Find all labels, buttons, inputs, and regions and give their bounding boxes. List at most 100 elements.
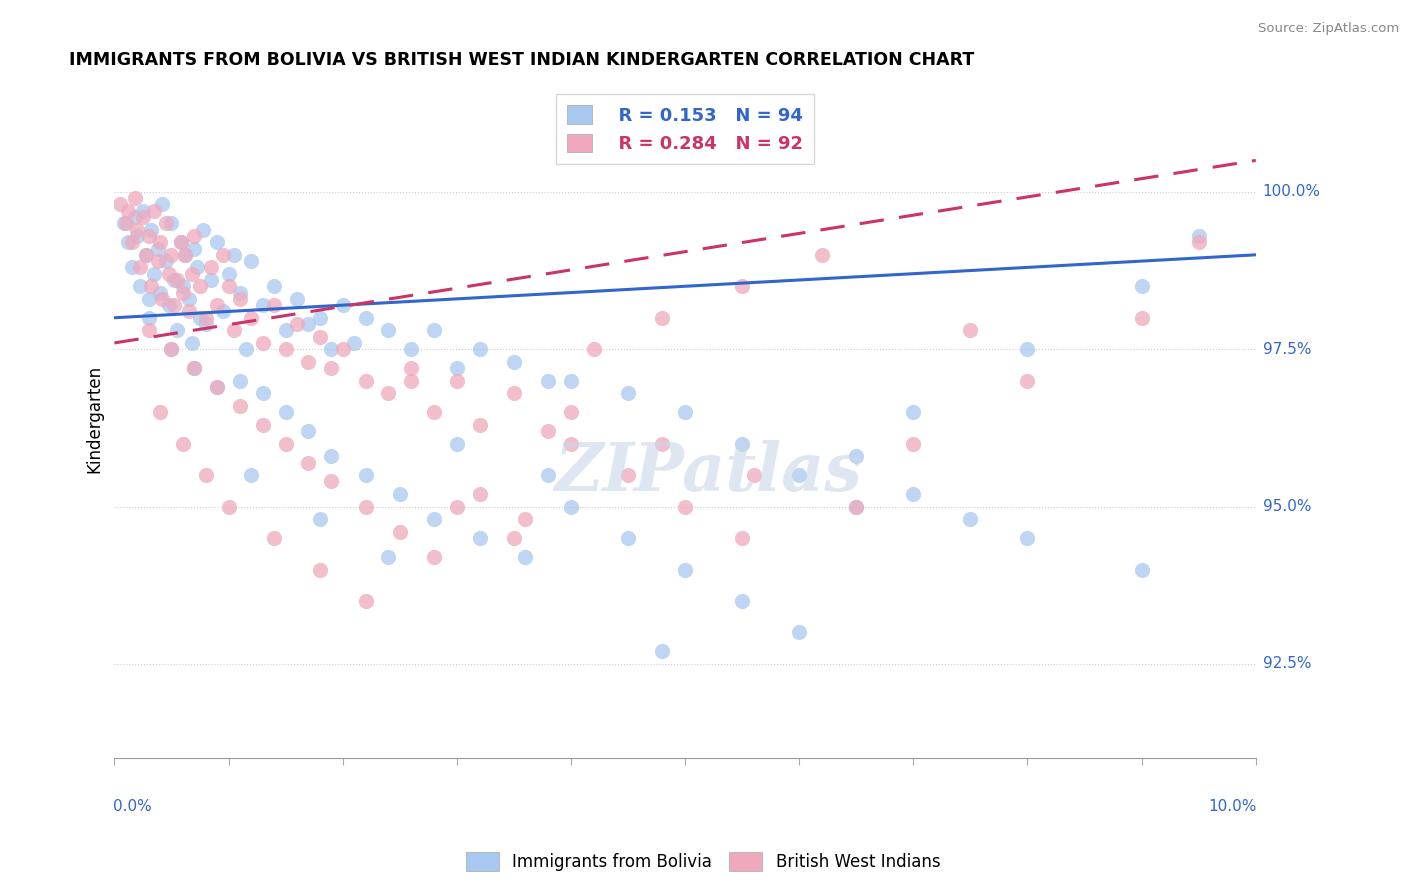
Point <box>308 512 330 526</box>
Point <box>240 254 263 268</box>
Point <box>399 343 422 357</box>
Point <box>252 335 274 350</box>
Point <box>138 228 160 243</box>
Point <box>446 436 468 450</box>
Point <box>163 273 186 287</box>
Point <box>845 449 868 463</box>
Point <box>211 304 233 318</box>
Point <box>845 500 868 514</box>
Point <box>121 260 143 275</box>
Point <box>903 487 925 501</box>
Point <box>742 468 765 483</box>
Point <box>845 500 868 514</box>
Point <box>651 436 673 450</box>
Point <box>200 273 222 287</box>
Point <box>903 405 925 419</box>
Point <box>468 487 491 501</box>
Point <box>811 248 834 262</box>
Point <box>1130 562 1153 576</box>
Point <box>423 549 446 564</box>
Text: IMMIGRANTS FROM BOLIVIA VS BRITISH WEST INDIAN KINDERGARTEN CORRELATION CHART: IMMIGRANTS FROM BOLIVIA VS BRITISH WEST … <box>69 51 974 69</box>
Point <box>114 216 136 230</box>
Point <box>537 468 560 483</box>
Point <box>205 380 228 394</box>
Point <box>121 235 143 250</box>
Point <box>468 343 491 357</box>
Point <box>274 343 297 357</box>
Point <box>731 531 754 545</box>
Point <box>1130 310 1153 325</box>
Point <box>252 298 274 312</box>
Point <box>146 242 169 256</box>
Point <box>172 285 194 300</box>
Point <box>377 323 399 337</box>
Point <box>1017 531 1039 545</box>
Point <box>560 374 582 388</box>
Point <box>150 197 173 211</box>
Point <box>537 374 560 388</box>
Text: ZIPatlas: ZIPatlas <box>554 441 862 506</box>
Point <box>146 254 169 268</box>
Point <box>193 222 215 236</box>
Point <box>377 386 399 401</box>
Point <box>673 562 696 576</box>
Point <box>143 267 166 281</box>
Point <box>446 361 468 376</box>
Point <box>183 242 205 256</box>
Point <box>132 203 155 218</box>
Point <box>166 323 188 337</box>
Point <box>537 424 560 438</box>
Point <box>787 468 810 483</box>
Point <box>308 329 330 343</box>
Point <box>673 500 696 514</box>
Point <box>321 449 343 463</box>
Point <box>155 216 177 230</box>
Point <box>160 216 183 230</box>
Point <box>128 279 150 293</box>
Point <box>308 310 330 325</box>
Point <box>205 298 228 312</box>
Point <box>229 399 252 413</box>
Point <box>731 279 754 293</box>
Point <box>321 361 343 376</box>
Point <box>183 361 205 376</box>
Point <box>274 323 297 337</box>
Point <box>263 531 285 545</box>
Point <box>354 468 377 483</box>
Point <box>149 285 172 300</box>
Point <box>959 323 981 337</box>
Point <box>194 317 217 331</box>
Point <box>252 386 274 401</box>
Point <box>423 512 446 526</box>
Point <box>188 279 211 293</box>
Y-axis label: Kindergarten: Kindergarten <box>86 365 103 473</box>
Point <box>354 310 377 325</box>
Point <box>1188 228 1211 243</box>
Point <box>354 374 377 388</box>
Point <box>731 594 754 608</box>
Point <box>468 531 491 545</box>
Point <box>297 456 319 470</box>
Point <box>117 235 139 250</box>
Point <box>582 343 605 357</box>
Point <box>229 374 252 388</box>
Point <box>560 405 582 419</box>
Point <box>903 436 925 450</box>
Point <box>174 248 197 262</box>
Point <box>183 361 205 376</box>
Point <box>285 317 308 331</box>
Point <box>502 386 524 401</box>
Point <box>224 323 246 337</box>
Point <box>263 279 285 293</box>
Point <box>160 343 183 357</box>
Point <box>321 475 343 489</box>
Point <box>343 335 366 350</box>
Point <box>354 594 377 608</box>
Point <box>205 380 228 394</box>
Point <box>181 335 204 350</box>
Point <box>188 310 211 325</box>
Text: 97.5%: 97.5% <box>1263 342 1312 357</box>
Point <box>468 417 491 432</box>
Text: 92.5%: 92.5% <box>1263 657 1312 672</box>
Point <box>229 285 252 300</box>
